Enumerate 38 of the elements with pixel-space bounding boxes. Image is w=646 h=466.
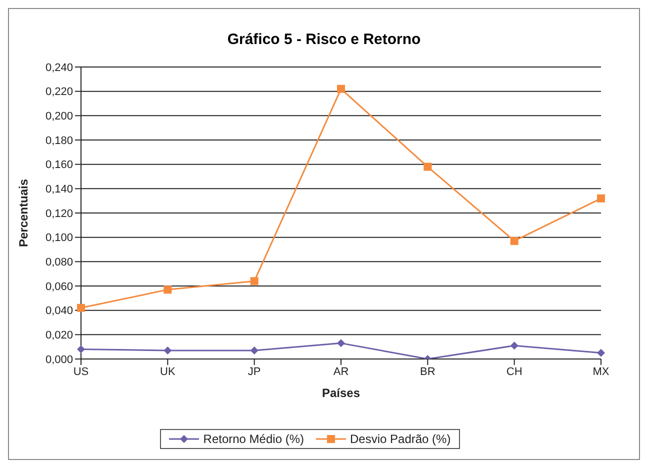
point xyxy=(164,286,172,294)
legend-label: Desvio Padrão (%) xyxy=(349,432,451,446)
point xyxy=(424,162,432,171)
point xyxy=(597,194,605,202)
y-tick-label: 0,120 xyxy=(45,208,73,220)
y-tick-label: 0,140 xyxy=(45,184,73,196)
point xyxy=(77,345,85,354)
point xyxy=(250,277,258,286)
point xyxy=(337,84,345,93)
point xyxy=(77,304,85,312)
x-tick-label: JP xyxy=(248,366,261,378)
x-tick-label: BR xyxy=(420,366,436,378)
y-axis-title: Percentuais xyxy=(16,178,30,248)
y-tick-label: 0,240 xyxy=(45,62,73,74)
x-tick-label: MX xyxy=(592,366,610,378)
y-tick-label: 0,100 xyxy=(45,232,73,244)
y-tick-label: 0,220 xyxy=(45,86,73,98)
point xyxy=(250,346,258,354)
point xyxy=(510,342,518,350)
chart-title: Gráfico 5 - Risco e Retorno xyxy=(226,31,422,50)
x-axis-title: Países xyxy=(322,386,360,400)
point xyxy=(164,346,172,354)
y-tick-label: 0,060 xyxy=(45,280,73,293)
x-tick-label: CH xyxy=(506,366,522,378)
legend-label: Retorno Médio (%) xyxy=(202,432,304,446)
x-tick-label: US xyxy=(73,366,89,378)
y-tick-label: 0,080 xyxy=(45,256,73,269)
x-tick-label: AR xyxy=(333,366,349,378)
y-tick-label: 0,160 xyxy=(45,159,73,172)
y-tick-label: 0,020 xyxy=(45,330,73,342)
y-tick-label: 0,000 xyxy=(45,354,73,366)
point xyxy=(597,348,605,357)
y-tick-label: 0,180 xyxy=(45,134,73,147)
point xyxy=(337,339,345,348)
x-tick-label: UK xyxy=(160,366,176,378)
y-tick-label: 0,040 xyxy=(45,305,73,318)
y-tick-label: 0,200 xyxy=(45,110,73,123)
point xyxy=(510,236,518,245)
